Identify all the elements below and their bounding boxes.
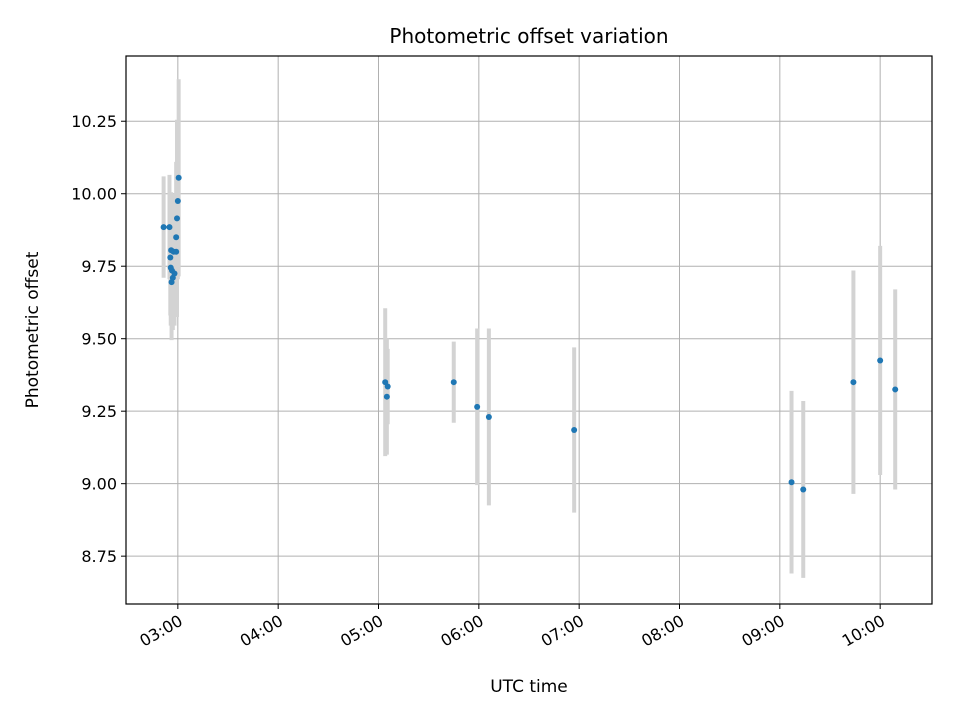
y-tick-label: 10.25 (71, 112, 117, 131)
data-point (167, 254, 174, 261)
y-axis: 8.75 9.00 9.25 9.50 9.75 10.00 10.25 (71, 112, 126, 566)
data-point (382, 379, 389, 386)
data-point (174, 215, 181, 222)
data-point (175, 174, 182, 181)
chart-title: Photometric offset variation (389, 24, 668, 48)
y-tick-label: 8.75 (81, 547, 117, 566)
data-point (485, 413, 492, 420)
data-point (571, 427, 578, 434)
data-point (877, 357, 884, 364)
data-point (174, 197, 181, 204)
data-point (171, 270, 178, 277)
data-point (800, 486, 807, 493)
data-point (384, 383, 391, 390)
data-point (788, 479, 795, 486)
y-tick-label: 9.75 (81, 257, 117, 276)
data-point (383, 393, 390, 400)
plot-frame (125, 55, 933, 605)
data-point (450, 379, 457, 386)
data-point (173, 234, 180, 241)
data-point (892, 386, 899, 393)
y-tick-label: 10.00 (71, 185, 117, 204)
y-tick-label: 9.50 (81, 330, 117, 349)
data-point (173, 248, 180, 255)
data-point (474, 403, 481, 410)
data-point (166, 224, 173, 231)
data-point (160, 224, 167, 231)
y-tick-label: 9.25 (81, 402, 117, 421)
grid (126, 56, 932, 604)
x-axis-label: UTC time (490, 677, 568, 697)
data-points (160, 174, 899, 493)
data-point (850, 379, 857, 386)
y-tick-label: 9.00 (81, 475, 117, 494)
y-axis-label: Photometric offset (23, 251, 43, 408)
